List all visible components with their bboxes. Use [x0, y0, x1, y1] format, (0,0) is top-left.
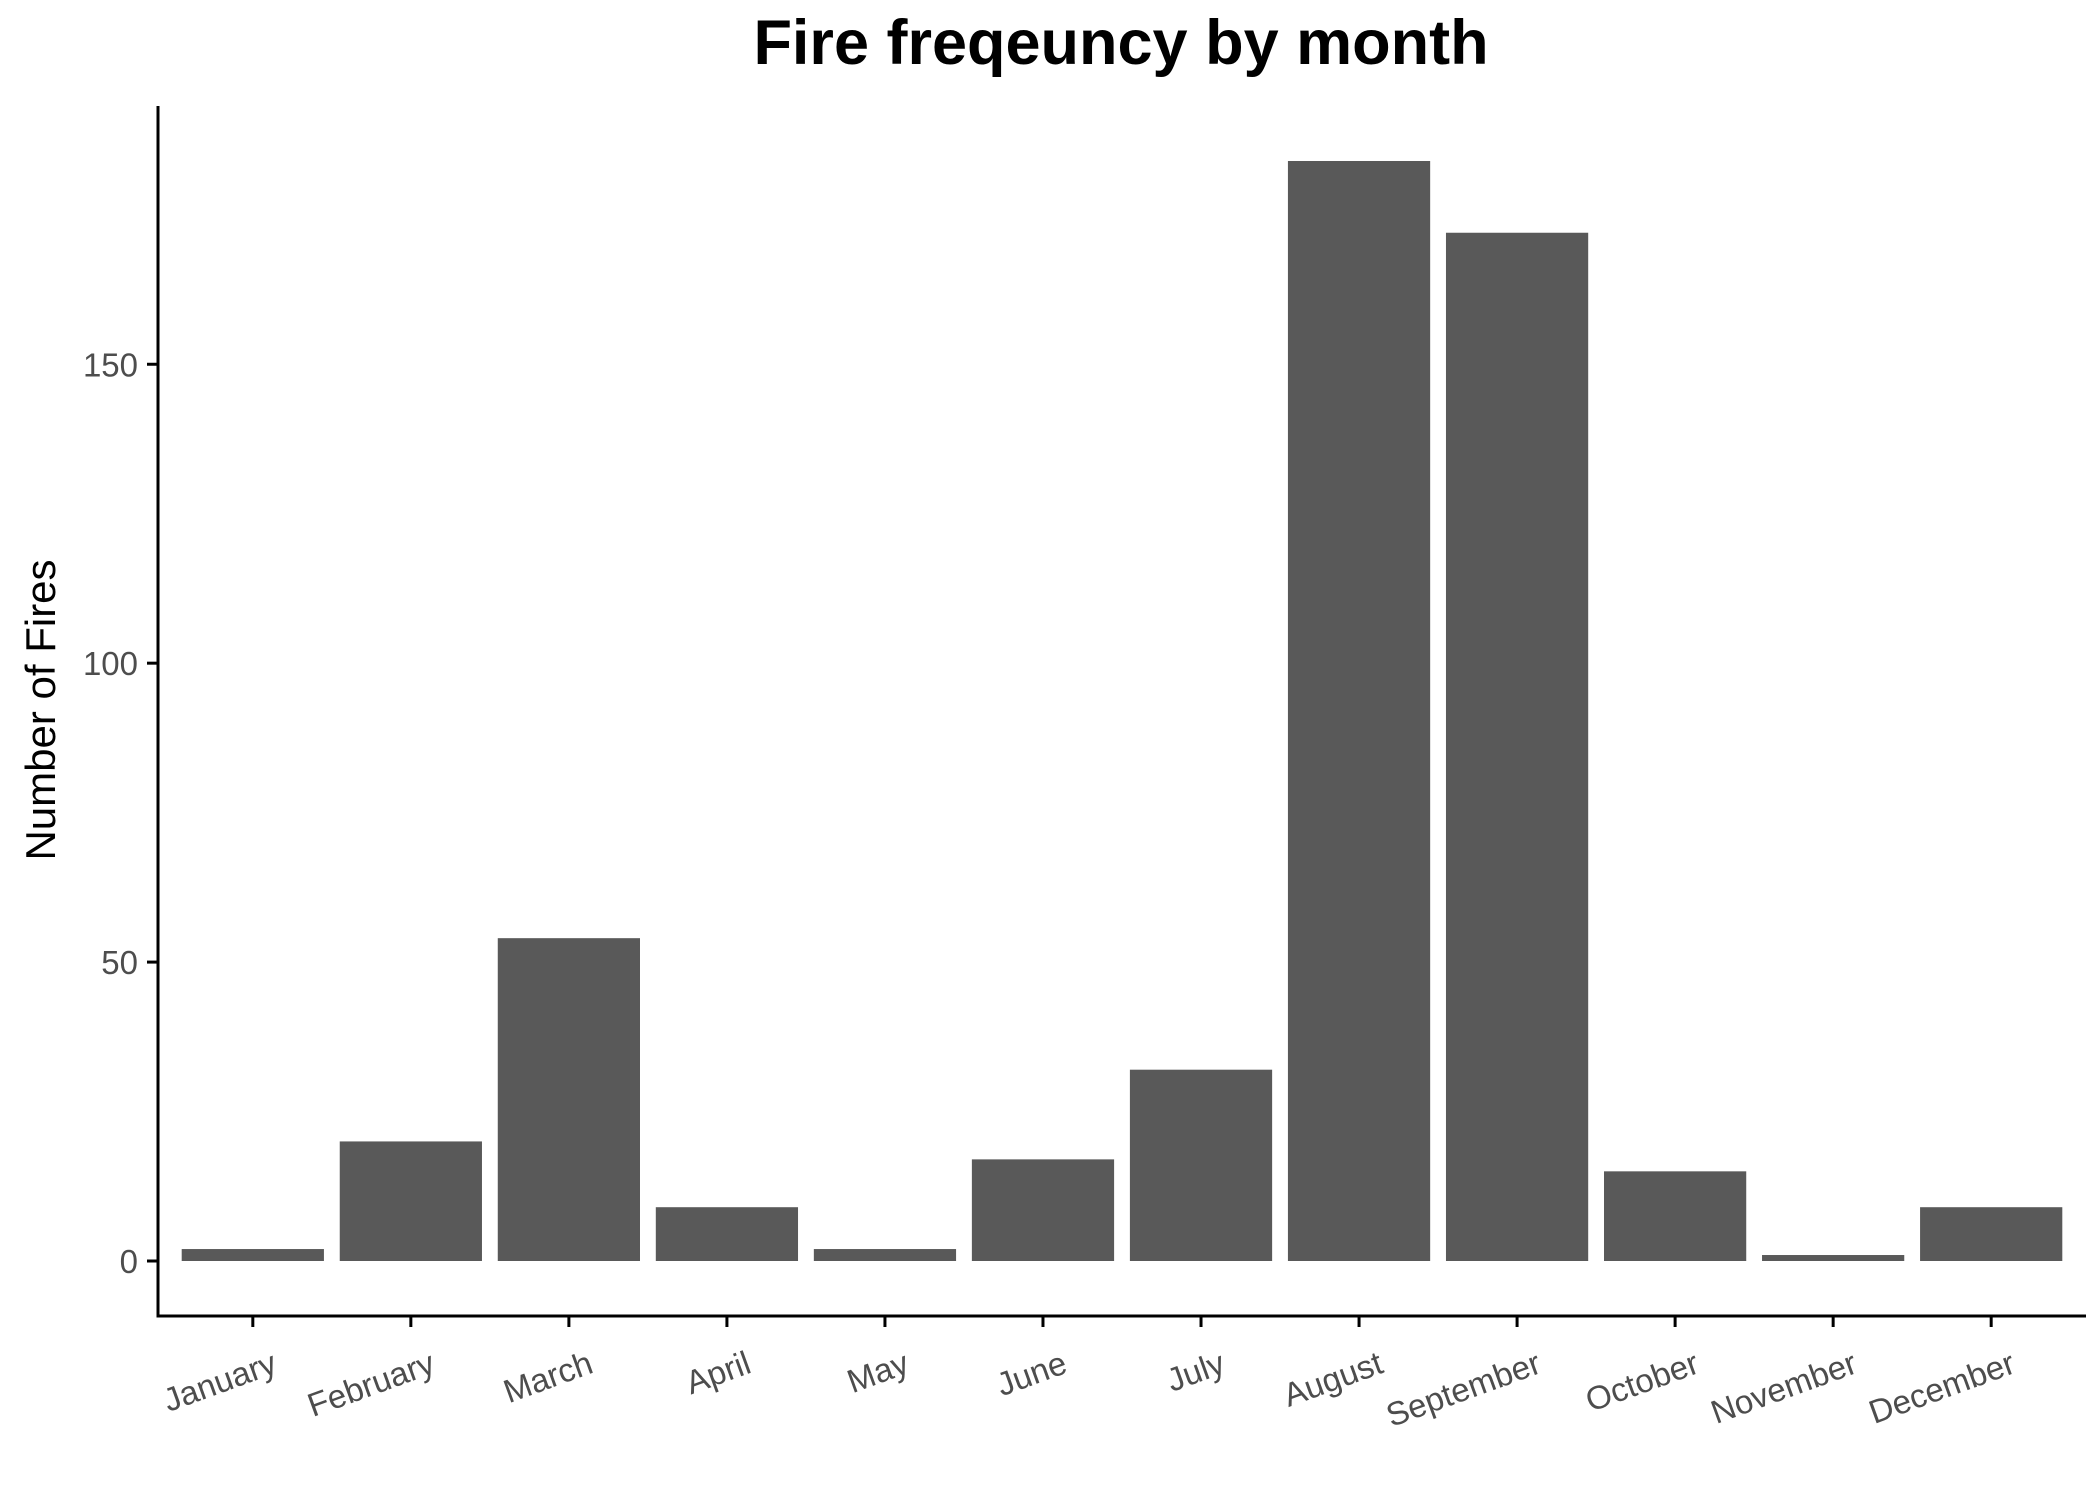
x-tick-label-december: December: [1864, 1344, 2020, 1431]
bar-november: [1762, 1255, 1905, 1261]
y-tick-label: 150: [83, 346, 138, 383]
x-tick-label-august: August: [1278, 1344, 1387, 1414]
bar-december: [1920, 1207, 2063, 1261]
bar-april: [655, 1207, 799, 1261]
bar-august: [1287, 161, 1431, 1261]
bar-june: [971, 1159, 1115, 1261]
bars-group: [181, 161, 2063, 1262]
bar-october: [1604, 1171, 1747, 1261]
x-tick-label-april: April: [681, 1344, 756, 1401]
chart-title: Fire freqeuncy by month: [753, 8, 1488, 78]
x-tick-label-october: October: [1581, 1344, 1704, 1419]
bar-september: [1445, 232, 1589, 1262]
x-tick-label-september: September: [1381, 1344, 1545, 1434]
y-tick-label: 50: [101, 944, 138, 981]
x-axis-ticks: January February March April May June July Augu…: [158, 1316, 2020, 1434]
x-tick-label-june: June: [991, 1344, 1071, 1403]
bar-march: [497, 938, 640, 1261]
x-tick-label-may: May: [842, 1344, 914, 1400]
x-tick-label-january: January: [158, 1344, 281, 1419]
x-tick-label-november: November: [1706, 1344, 1862, 1431]
y-axis-label: Number of Fires: [17, 559, 64, 860]
bar-july: [1129, 1069, 1273, 1261]
bar-january: [181, 1249, 324, 1261]
x-tick-label-february: February: [302, 1344, 439, 1424]
y-axis-ticks: 0 50 100 150: [83, 346, 158, 1280]
y-tick-label: 100: [83, 645, 138, 682]
y-tick-label: 0: [120, 1243, 138, 1280]
bar-february: [339, 1141, 482, 1261]
bar-may: [813, 1249, 957, 1261]
x-tick-label-march: March: [498, 1344, 597, 1410]
x-tick-label-july: July: [1162, 1344, 1230, 1399]
